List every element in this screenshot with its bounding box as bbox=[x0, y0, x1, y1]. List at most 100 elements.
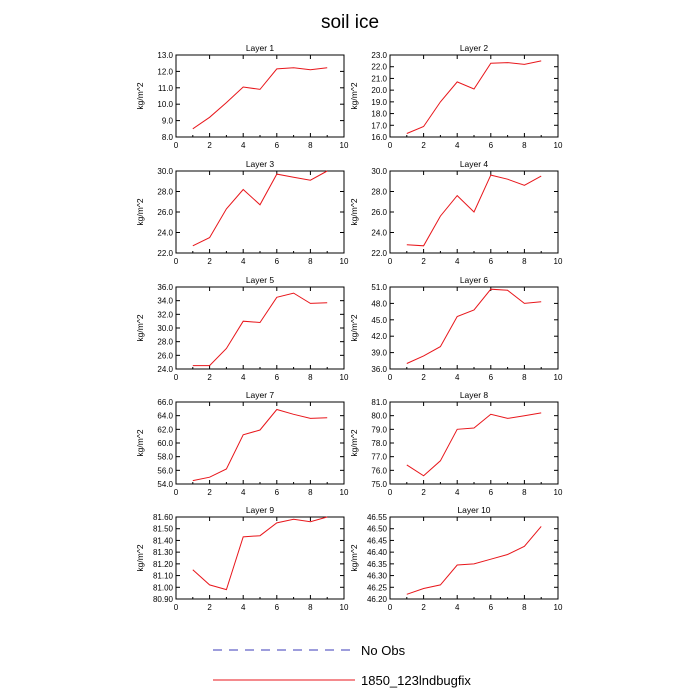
y-tick-label: 76.0 bbox=[371, 466, 387, 475]
x-tick-label: 0 bbox=[388, 141, 393, 150]
x-tick-label: 8 bbox=[522, 603, 527, 612]
y-tick-label: 81.00 bbox=[153, 583, 174, 592]
x-tick-label: 4 bbox=[455, 373, 460, 382]
y-tick-label: 13.0 bbox=[157, 51, 173, 60]
y-tick-label: 45.0 bbox=[371, 316, 387, 325]
y-tick-label: 22.0 bbox=[371, 63, 387, 72]
x-tick-label: 10 bbox=[554, 488, 563, 497]
series-line bbox=[406, 412, 542, 477]
x-tick-label: 6 bbox=[489, 373, 494, 382]
y-axis-label: kg/m^2 bbox=[349, 82, 359, 109]
y-tick-label: 42.0 bbox=[371, 332, 387, 341]
y-tick-label: 26.0 bbox=[157, 208, 173, 217]
y-tick-label: 8.0 bbox=[162, 133, 174, 142]
plot-frame bbox=[389, 54, 559, 138]
plot-frame bbox=[175, 170, 345, 254]
y-tick-label: 81.50 bbox=[153, 525, 174, 534]
y-tick-label: 58.0 bbox=[157, 453, 173, 462]
y-tick-label: 60.0 bbox=[157, 439, 173, 448]
x-tick-label: 4 bbox=[455, 603, 460, 612]
panel-layer-6: Layer 6 kg/m^2 0 2 4 6 8 10 36.0 39.0 42.0 45.0 48.0… bbox=[349, 275, 563, 382]
x-tick-label: 8 bbox=[308, 141, 313, 150]
y-axis-label: kg/m^2 bbox=[135, 314, 145, 341]
x-tick-label: 8 bbox=[308, 257, 313, 266]
panel-title: Layer 9 bbox=[246, 505, 275, 515]
y-tick-label: 81.20 bbox=[153, 560, 174, 569]
x-tick-label: 6 bbox=[275, 488, 280, 497]
series-line bbox=[406, 174, 542, 247]
panel-title: Layer 4 bbox=[460, 159, 489, 169]
panel-title: Layer 2 bbox=[460, 43, 489, 53]
x-tick-label: 4 bbox=[455, 488, 460, 497]
y-tick-label: 28.0 bbox=[157, 188, 173, 197]
x-tick-label: 0 bbox=[174, 603, 179, 612]
plot-frame bbox=[389, 286, 559, 370]
y-tick-label: 28.0 bbox=[371, 188, 387, 197]
x-tick-label: 10 bbox=[554, 141, 563, 150]
panel-layer-2: Layer 2 kg/m^2 0 2 4 6 8 10 16.0 17.0 18.0 19.0 20.0… bbox=[349, 43, 563, 150]
x-tick-label: 8 bbox=[308, 488, 313, 497]
figure-title: soil ice bbox=[321, 12, 379, 33]
y-tick-label: 62.0 bbox=[157, 425, 173, 434]
y-tick-label: 81.0 bbox=[371, 398, 387, 407]
y-tick-label: 56.0 bbox=[157, 466, 173, 475]
series-line bbox=[406, 60, 542, 134]
y-tick-label: 17.0 bbox=[371, 121, 387, 130]
legend-label: No Obs bbox=[361, 643, 406, 658]
x-tick-label: 0 bbox=[174, 257, 179, 266]
x-tick-label: 10 bbox=[340, 488, 349, 497]
y-tick-label: 19.0 bbox=[371, 98, 387, 107]
x-tick-label: 8 bbox=[522, 488, 527, 497]
y-tick-label: 81.40 bbox=[153, 536, 174, 545]
x-tick-label: 0 bbox=[174, 488, 179, 497]
y-tick-label: 77.0 bbox=[371, 453, 387, 462]
x-tick-label: 6 bbox=[275, 373, 280, 382]
x-tick-label: 10 bbox=[340, 141, 349, 150]
panel-layer-8: Layer 8 kg/m^2 0 2 4 6 8 10 75.0 76.0 77.0 78.0 79.0… bbox=[349, 390, 563, 497]
x-tick-label: 0 bbox=[388, 373, 393, 382]
panel-layer-10: Layer 10 kg/m^2 0 2 4 6 8 10 46.20 46.25 46.30 46.3… bbox=[349, 505, 563, 612]
panel-title: Layer 5 bbox=[246, 275, 275, 285]
x-tick-label: 4 bbox=[241, 603, 246, 612]
y-tick-label: 20.0 bbox=[371, 86, 387, 95]
y-tick-label: 24.0 bbox=[371, 229, 387, 238]
panel-title: Layer 1 bbox=[246, 43, 275, 53]
x-tick-label: 0 bbox=[388, 257, 393, 266]
x-tick-label: 2 bbox=[207, 603, 212, 612]
panel-title: Layer 10 bbox=[457, 505, 490, 515]
y-tick-label: 46.55 bbox=[367, 513, 388, 522]
y-tick-label: 79.0 bbox=[371, 425, 387, 434]
y-tick-label: 51.0 bbox=[371, 283, 387, 292]
x-tick-label: 2 bbox=[207, 373, 212, 382]
y-axis-label: kg/m^2 bbox=[135, 544, 145, 571]
x-tick-label: 6 bbox=[489, 141, 494, 150]
x-tick-label: 6 bbox=[489, 603, 494, 612]
panel-layer-9: Layer 9 kg/m^2 0 2 4 6 8 10 80.90 81.00 81.10 81.20… bbox=[135, 505, 349, 612]
y-tick-label: 16.0 bbox=[371, 133, 387, 142]
series-line bbox=[192, 170, 328, 247]
x-tick-label: 2 bbox=[207, 488, 212, 497]
x-tick-label: 4 bbox=[455, 257, 460, 266]
y-tick-label: 46.35 bbox=[367, 560, 388, 569]
x-tick-label: 2 bbox=[421, 603, 426, 612]
x-tick-label: 0 bbox=[174, 373, 179, 382]
y-tick-label: 21.0 bbox=[371, 74, 387, 83]
x-tick-label: 4 bbox=[455, 141, 460, 150]
panel-title: Layer 3 bbox=[246, 159, 275, 169]
x-tick-label: 8 bbox=[522, 141, 527, 150]
panels: Layer 1 kg/m^2 0 2 4 6 8 10 8.0 9.0 10.0 11.0 12.0 13… bbox=[135, 43, 563, 612]
y-tick-label: 30.0 bbox=[157, 324, 173, 333]
x-tick-label: 2 bbox=[421, 141, 426, 150]
x-tick-label: 8 bbox=[308, 603, 313, 612]
panel-title: Layer 8 bbox=[460, 390, 489, 400]
panel-layer-4: Layer 4 kg/m^2 0 2 4 6 8 10 22.0 24.0 26.0 28.0 30.0 bbox=[349, 159, 563, 266]
y-tick-label: 26.0 bbox=[157, 351, 173, 360]
y-axis-label: kg/m^2 bbox=[349, 314, 359, 341]
y-tick-label: 22.0 bbox=[371, 249, 387, 258]
x-tick-label: 2 bbox=[421, 373, 426, 382]
y-tick-label: 30.0 bbox=[157, 167, 173, 176]
y-tick-label: 81.30 bbox=[153, 548, 174, 557]
y-tick-label: 36.0 bbox=[371, 365, 387, 374]
y-tick-label: 46.40 bbox=[367, 548, 388, 557]
x-tick-label: 6 bbox=[489, 257, 494, 266]
